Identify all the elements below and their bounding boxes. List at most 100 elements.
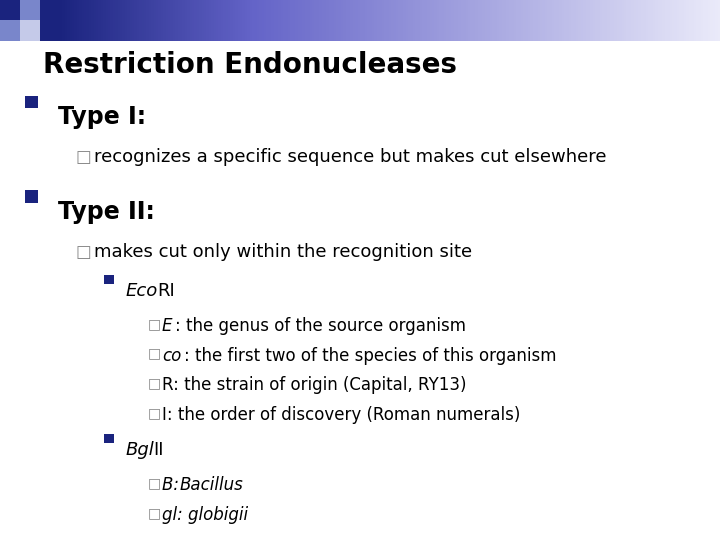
Bar <box>324 0 326 40</box>
Bar <box>497 0 499 40</box>
Bar <box>713 0 715 40</box>
Bar <box>473 0 475 40</box>
Bar <box>614 0 617 40</box>
Bar <box>58 0 60 40</box>
Bar <box>338 0 341 40</box>
Bar <box>207 0 209 40</box>
Text: Bgl: Bgl <box>126 441 155 459</box>
Bar <box>641 0 643 40</box>
Bar <box>276 0 279 40</box>
Bar <box>158 0 161 40</box>
Bar <box>189 0 192 40</box>
Bar <box>583 0 585 40</box>
Bar <box>559 0 562 40</box>
Bar <box>456 0 459 40</box>
Bar <box>665 0 667 40</box>
Bar <box>271 0 274 40</box>
Bar <box>235 0 238 40</box>
Bar <box>281 0 283 40</box>
Bar <box>670 0 672 40</box>
Bar <box>168 0 171 40</box>
Bar <box>528 0 531 40</box>
Bar <box>449 0 451 40</box>
Bar <box>161 0 163 40</box>
Bar <box>439 0 441 40</box>
Bar <box>214 0 216 40</box>
Bar <box>252 0 254 40</box>
Bar <box>199 0 202 40</box>
Bar <box>396 0 398 40</box>
Bar <box>348 0 351 40</box>
Bar <box>211 0 214 40</box>
Text: □: □ <box>148 317 161 331</box>
Bar <box>79 0 81 40</box>
Text: : the first two of the species of this organism: : the first two of the species of this o… <box>184 347 556 364</box>
Bar <box>283 0 286 40</box>
Bar <box>192 0 194 40</box>
Bar <box>480 0 482 40</box>
Bar <box>581 0 583 40</box>
Bar <box>526 0 528 40</box>
Bar <box>358 0 360 40</box>
Bar <box>703 0 706 40</box>
Bar <box>22 0 24 40</box>
Bar <box>173 0 175 40</box>
Bar <box>336 0 338 40</box>
Bar <box>377 0 379 40</box>
Bar <box>202 0 204 40</box>
Bar <box>261 0 264 40</box>
Text: R: the strain of origin (Capital, RY13): R: the strain of origin (Capital, RY13) <box>162 376 467 394</box>
Bar <box>569 0 571 40</box>
Text: □: □ <box>148 476 161 490</box>
Bar <box>103 0 106 40</box>
Bar <box>185 0 187 40</box>
Bar <box>120 0 122 40</box>
Bar <box>269 0 271 40</box>
Bar <box>492 0 495 40</box>
Text: □: □ <box>148 347 161 361</box>
Bar <box>564 0 567 40</box>
Bar <box>552 0 554 40</box>
Bar <box>578 0 581 40</box>
Text: □: □ <box>148 506 161 520</box>
Bar <box>259 0 261 40</box>
Bar <box>691 0 693 40</box>
Bar <box>511 0 513 40</box>
Bar <box>648 0 650 40</box>
Text: □: □ <box>148 406 161 420</box>
Bar <box>243 0 245 40</box>
Bar <box>25 191 38 202</box>
Bar <box>50 0 53 40</box>
Bar <box>398 0 401 40</box>
Bar <box>89 0 91 40</box>
Bar <box>156 0 158 40</box>
Bar <box>163 0 166 40</box>
Text: Bacillus: Bacillus <box>180 476 244 494</box>
Bar <box>48 0 50 40</box>
Bar <box>430 0 432 40</box>
Bar <box>45 0 48 40</box>
Bar <box>175 0 178 40</box>
Bar <box>86 0 89 40</box>
Bar <box>549 0 552 40</box>
Bar <box>598 0 600 40</box>
Bar <box>513 0 516 40</box>
Bar <box>84 0 86 40</box>
Bar <box>413 0 415 40</box>
Bar <box>607 0 610 40</box>
Bar <box>20 20 40 40</box>
Bar <box>101 0 103 40</box>
Bar <box>485 0 487 40</box>
Bar <box>94 0 96 40</box>
Bar <box>444 0 446 40</box>
Bar <box>372 0 374 40</box>
Bar <box>96 0 99 40</box>
Bar <box>650 0 653 40</box>
Bar <box>590 0 593 40</box>
Bar <box>297 0 300 40</box>
Bar <box>315 0 317 40</box>
Bar <box>122 0 125 40</box>
Bar <box>518 0 521 40</box>
Bar <box>420 0 423 40</box>
Bar <box>302 0 305 40</box>
